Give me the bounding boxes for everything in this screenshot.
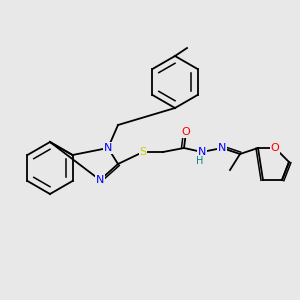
Text: N: N [218,143,226,153]
Text: O: O [271,143,279,153]
Text: N: N [96,175,104,185]
Text: H: H [196,156,204,166]
Text: N: N [198,147,206,157]
Text: N: N [104,143,112,153]
Text: S: S [140,147,147,157]
Text: O: O [182,127,190,137]
